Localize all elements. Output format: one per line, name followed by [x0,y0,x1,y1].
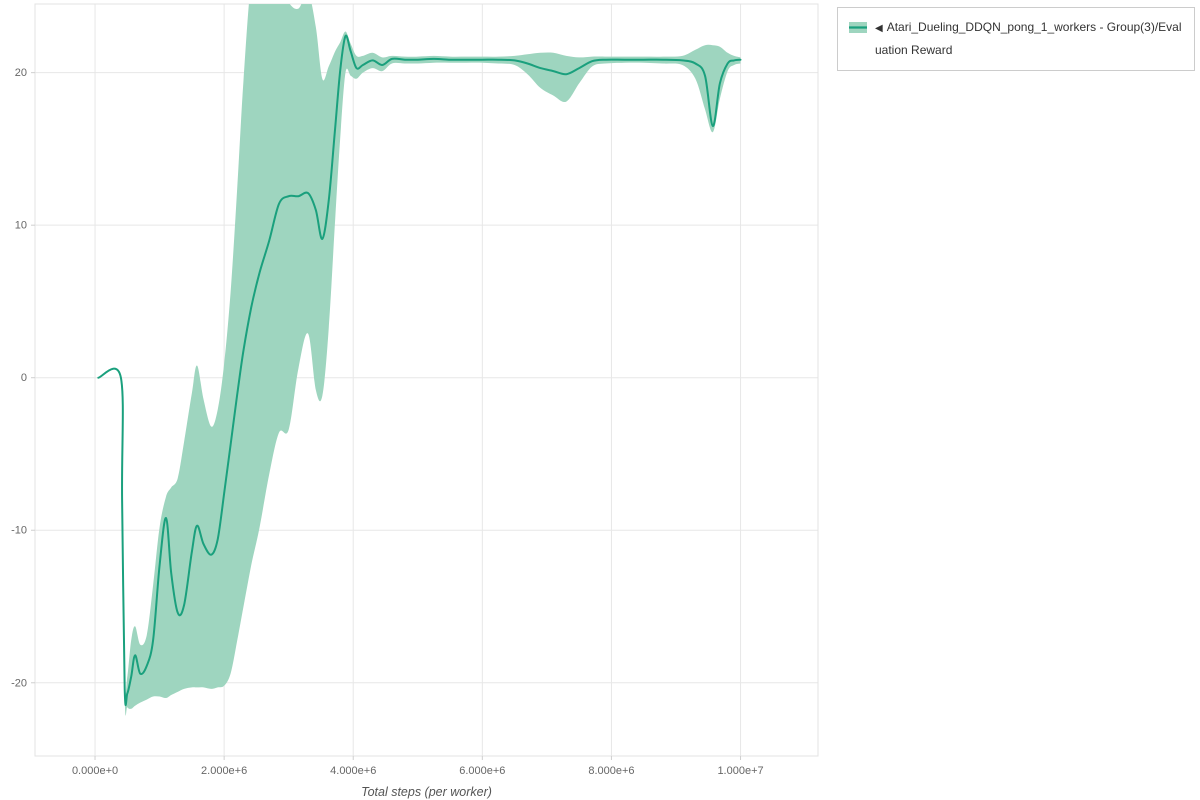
x-tick-label: 2.000e+6 [201,765,247,777]
x-axis-title: Total steps (per worker) [361,785,492,799]
legend-series-name: Atari_Dueling_DDQN_pong_1_workers - Grou… [875,20,1182,57]
x-tick-label: 8.000e+6 [588,765,634,777]
x-tick-label: 6.000e+6 [459,765,505,777]
x-tick-label: 4.000e+6 [330,765,376,777]
x-tick-label: 0.000e+0 [72,765,118,777]
chart-canvas: 0.000e+0 2.000e+6 4.000e+6 6.000e+6 8.000e+6… [11,3,819,799]
y-tick-label: -20 [11,677,27,689]
plot-border [34,3,819,757]
legend-swatch-icon [849,22,867,33]
collapse-triangle-icon[interactable]: ◀ [875,23,883,34]
series-line [97,34,742,707]
y-tick-label: 10 [15,220,27,232]
x-tick-label: 1.000e+7 [717,765,763,777]
legend: ◀ Atari_Dueling_DDQN_pong_1_workers - Gro… [837,7,1195,71]
y-tick-label: 0 [21,372,27,384]
reward-chart: 0.000e+0 2.000e+6 4.000e+6 6.000e+6 8.000e+6… [11,3,819,799]
y-tick-label: 20 [15,67,27,79]
series-band [98,4,741,716]
legend-item[interactable]: ◀ Atari_Dueling_DDQN_pong_1_workers - Gro… [875,16,1184,62]
y-tick-label: -10 [11,525,27,537]
series-group [97,4,742,716]
